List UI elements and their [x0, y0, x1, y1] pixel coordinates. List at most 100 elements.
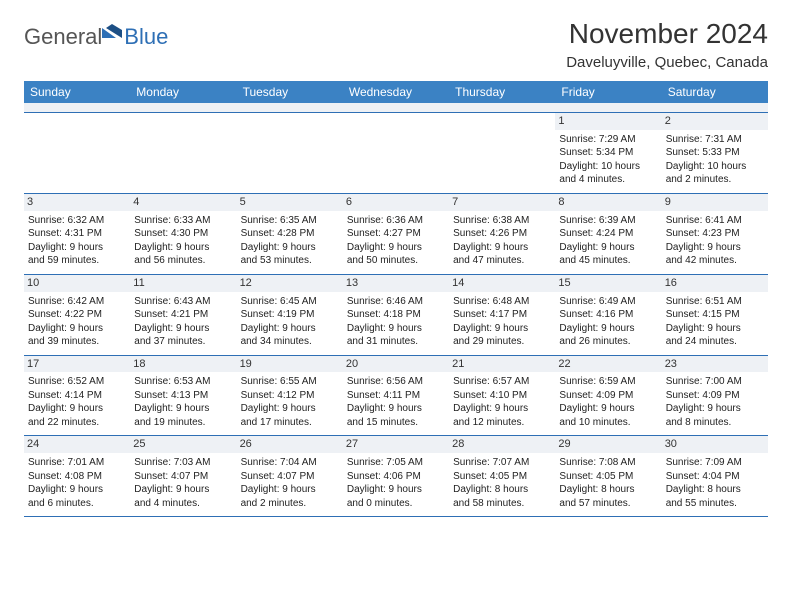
- day-number: 6: [343, 194, 449, 211]
- daylight-line-1: Daylight: 9 hours: [453, 402, 551, 416]
- daylight-line-2: and 0 minutes.: [347, 497, 445, 511]
- daylight-line-2: and 53 minutes.: [241, 254, 339, 268]
- daylight-line-1: Daylight: 9 hours: [241, 483, 339, 497]
- day-number: 19: [237, 356, 343, 373]
- daylight-line-2: and 19 minutes.: [134, 416, 232, 430]
- daylight-line-2: and 58 minutes.: [453, 497, 551, 511]
- daylight-line-2: and 26 minutes.: [559, 335, 657, 349]
- sunrise-line: Sunrise: 6:35 AM: [241, 214, 339, 228]
- day-cell: 12Sunrise: 6:45 AMSunset: 4:19 PMDayligh…: [237, 275, 343, 355]
- day-number: 18: [130, 356, 236, 373]
- sunset-line: Sunset: 4:28 PM: [241, 227, 339, 241]
- sunrise-line: Sunrise: 6:57 AM: [453, 375, 551, 389]
- flag-icon: [102, 24, 122, 38]
- daylight-line-2: and 22 minutes.: [28, 416, 126, 430]
- daylight-line-2: and 50 minutes.: [347, 254, 445, 268]
- day-cell: 14Sunrise: 6:48 AMSunset: 4:17 PMDayligh…: [449, 275, 555, 355]
- weekday-fri: Friday: [555, 81, 661, 103]
- day-cell: 13Sunrise: 6:46 AMSunset: 4:18 PMDayligh…: [343, 275, 449, 355]
- day-cell: 10Sunrise: 6:42 AMSunset: 4:22 PMDayligh…: [24, 275, 130, 355]
- daylight-line-2: and 12 minutes.: [453, 416, 551, 430]
- sunrise-line: Sunrise: 6:52 AM: [28, 375, 126, 389]
- sunrise-line: Sunrise: 7:05 AM: [347, 456, 445, 470]
- daylight-line-2: and 6 minutes.: [28, 497, 126, 511]
- daylight-line-1: Daylight: 9 hours: [559, 322, 657, 336]
- day-cell: 3Sunrise: 6:32 AMSunset: 4:31 PMDaylight…: [24, 194, 130, 274]
- day-number: 3: [24, 194, 130, 211]
- week-row: 1Sunrise: 7:29 AMSunset: 5:34 PMDaylight…: [24, 113, 768, 194]
- day-cell: [449, 113, 555, 193]
- sunset-line: Sunset: 4:24 PM: [559, 227, 657, 241]
- day-cell: 8Sunrise: 6:39 AMSunset: 4:24 PMDaylight…: [555, 194, 661, 274]
- daylight-line-1: Daylight: 9 hours: [28, 483, 126, 497]
- sunrise-line: Sunrise: 7:04 AM: [241, 456, 339, 470]
- sunset-line: Sunset: 4:22 PM: [28, 308, 126, 322]
- sunset-line: Sunset: 4:16 PM: [559, 308, 657, 322]
- day-number: 27: [343, 436, 449, 453]
- sunrise-line: Sunrise: 6:43 AM: [134, 295, 232, 309]
- day-cell: 5Sunrise: 6:35 AMSunset: 4:28 PMDaylight…: [237, 194, 343, 274]
- sunset-line: Sunset: 4:19 PM: [241, 308, 339, 322]
- day-cell: 9Sunrise: 6:41 AMSunset: 4:23 PMDaylight…: [662, 194, 768, 274]
- sunset-line: Sunset: 4:07 PM: [241, 470, 339, 484]
- week-row: 10 Sunrise: 6:42 AMSunset: 4:22 PM Dayligh…: [24, 275, 768, 356]
- day-cell: 2Sunrise: 7:31 AMSunset: 5:33 PMDaylight…: [662, 113, 768, 193]
- daylight-line-1: Daylight: 9 hours: [347, 241, 445, 255]
- sunset-line: Sunset: 4:11 PM: [347, 389, 445, 403]
- sunset-line: Sunset: 5:33 PM: [666, 146, 764, 160]
- spacer-row: [24, 103, 768, 113]
- sunset-line: Sunset: 4:30 PM: [134, 227, 232, 241]
- sunrise-line: Sunrise: 6:51 AM: [666, 295, 764, 309]
- week-row: 24Sunrise: 7:01 AMSunset: 4:08 PMDayligh…: [24, 436, 768, 517]
- daylight-line-1: Daylight: 9 hours: [347, 322, 445, 336]
- sunrise-line: Sunrise: 7:00 AM: [666, 375, 764, 389]
- day-number: 24: [24, 436, 130, 453]
- day-cell: 28Sunrise: 7:07 AMSunset: 4:05 PMDayligh…: [449, 436, 555, 516]
- sunset-line: Sunset: 4:31 PM: [28, 227, 126, 241]
- day-cell: [130, 113, 236, 193]
- day-number: 10: [24, 275, 130, 292]
- sunrise-line: Sunrise: 6:49 AM: [559, 295, 657, 309]
- day-number: 29: [555, 436, 661, 453]
- sunrise-line: Sunrise: 6:38 AM: [453, 214, 551, 228]
- day-cell: [343, 113, 449, 193]
- sunset-line: Sunset: 4:10 PM: [453, 389, 551, 403]
- sunset-line: Sunset: 4:12 PM: [241, 389, 339, 403]
- day-number: 5: [237, 194, 343, 211]
- header: General Blue November 2024 Daveluyville,…: [24, 18, 768, 71]
- sunrise-line: Sunrise: 7:01 AM: [28, 456, 126, 470]
- day-cell: 24 Sunrise: 7:01 AMSunset: 4:08 PMDayligh…: [24, 436, 130, 516]
- day-cell: 18Sunrise: 6:53 AMSunset: 4:13 PMDayligh…: [130, 356, 236, 436]
- daylight-line-2: and 55 minutes.: [666, 497, 764, 511]
- sunrise-line: Sunrise: 7:07 AM: [453, 456, 551, 470]
- daylight-line-2: and 45 minutes.: [559, 254, 657, 268]
- sunset-line: Sunset: 4:14 PM: [28, 389, 126, 403]
- day-cell: 7Sunrise: 6:38 AMSunset: 4:26 PMDaylight…: [449, 194, 555, 274]
- day-number: 16: [662, 275, 768, 292]
- day-number: 8: [555, 194, 661, 211]
- daylight-line-1: Daylight: 9 hours: [666, 402, 764, 416]
- sunset-line: Sunset: 4:08 PM: [28, 470, 126, 484]
- sunrise-line: Sunrise: 6:53 AM: [134, 375, 232, 389]
- daylight-line-1: Daylight: 8 hours: [453, 483, 551, 497]
- daylight-line-1: Daylight: 9 hours: [559, 402, 657, 416]
- sunrise-line: Sunrise: 6:32 AM: [28, 214, 126, 228]
- sunrise-line: Sunrise: 6:36 AM: [347, 214, 445, 228]
- sunset-line: Sunset: 4:06 PM: [347, 470, 445, 484]
- week-row: 3 Sunrise: 6:32 AMSunset: 4:31 PM Daylight…: [24, 194, 768, 275]
- sunset-line: Sunset: 4:13 PM: [134, 389, 232, 403]
- sunset-line: Sunset: 4:09 PM: [666, 389, 764, 403]
- sunset-line: Sunset: 4:18 PM: [347, 308, 445, 322]
- sunrise-line: Sunrise: 7:09 AM: [666, 456, 764, 470]
- day-number: 4: [130, 194, 236, 211]
- day-number: 13: [343, 275, 449, 292]
- sunrise-line: Sunrise: 6:42 AM: [28, 295, 126, 309]
- daylight-line-2: and 17 minutes.: [241, 416, 339, 430]
- day-cell: 26Sunrise: 7:04 AMSunset: 4:07 PMDayligh…: [237, 436, 343, 516]
- daylight-line-1: Daylight: 9 hours: [559, 241, 657, 255]
- day-number: 25: [130, 436, 236, 453]
- day-cell: 16Sunrise: 6:51 AMSunset: 4:15 PMDayligh…: [662, 275, 768, 355]
- weekday-sun: Sunday: [24, 81, 130, 103]
- sunrise-line: Sunrise: 6:41 AM: [666, 214, 764, 228]
- daylight-line-1: Daylight: 9 hours: [347, 402, 445, 416]
